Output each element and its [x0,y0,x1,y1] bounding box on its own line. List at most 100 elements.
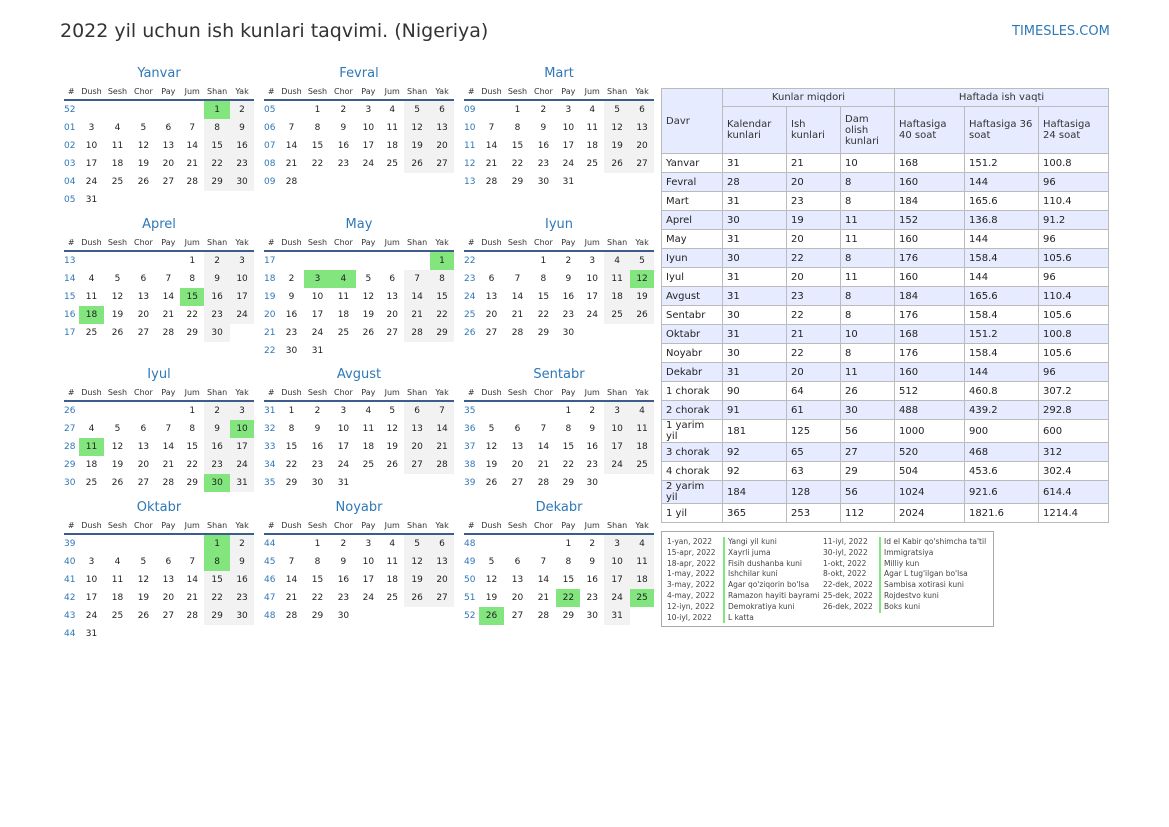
day-cell: 9 [230,119,254,137]
weekday-header: Yak [230,84,254,101]
stats-period-label: Dekabr [661,362,723,382]
stats-value: 184 [894,191,965,211]
holiday-name: Ishchilar kuni [728,569,778,579]
day-cell: 8 [204,119,231,137]
day-cell: 19 [362,310,375,320]
stats-value: 56 [840,419,895,443]
day-cell: 12 [386,424,398,434]
day-cell: 17 [85,593,98,603]
day-cell [356,607,380,625]
week-row: 35 29 30 31 [264,474,454,492]
weekday-header: Yak [230,518,254,535]
day-cell: 5 [404,100,431,119]
weekday-header: Pay [156,235,181,252]
weekday-header: Jum [580,518,605,535]
day-cell [104,625,130,643]
day-cell: 8 [314,123,321,133]
weekday-header: Sesh [304,385,331,402]
holiday-entry: 26-dek, 2022 Boks kuni [823,601,986,613]
stats-value: 21 [786,153,841,173]
weekday-header: Chor [130,385,157,402]
day-cell: 21 [162,460,175,470]
day-cell: 1 [314,539,321,549]
day-cell [79,251,105,270]
month-table: # Dush Sesh Chor Pay Jum Shan Yak 22 1 2 3 4 5 23 6 7 8 9 1… [464,235,654,342]
week-row: 30 25 26 27 28 29 30 31 [64,474,254,492]
day-cell: 23 [285,328,298,338]
stats-value: 292.8 [1038,400,1109,420]
day-cell [380,173,404,191]
day-cell: 31 [85,195,98,205]
day-cell: 1 [204,534,231,553]
stats-row: 1 chorak 90 64 26 512 460.8 307.2 [661,381,1109,401]
stats-value: 900 [964,419,1039,443]
day-cell [304,251,330,270]
day-cell: 27 [404,456,431,474]
day-cell: 16 [204,288,231,306]
day-cell: 8 [514,123,521,133]
month-table: # Dush Sesh Chor Pay Jum Shan Yak 13 1 2 3 14 4 5 6 7 8 9 1… [64,235,254,342]
stats-row: Yanvar 31 21 10 168 151.2 100.8 [661,153,1109,173]
week-number: 10 [464,123,476,133]
day-cell: 5 [114,424,121,434]
stats-row: 2 chorak 91 61 30 488 439.2 292.8 [661,400,1109,420]
stats-value: 30 [722,248,787,268]
day-cell: 1 [189,256,196,266]
day-cell: 26 [111,478,124,488]
day-cell: 22 [186,460,198,470]
day-cell: 13 [511,575,524,585]
day-cell: 23 [537,159,550,169]
stats-value: 165.6 [964,191,1039,211]
stats-value: 96 [1038,362,1109,382]
day-cell [204,625,230,643]
day-cell [430,474,454,492]
day-cell: 14 [404,288,431,306]
stats-value: 31 [722,191,787,211]
stats-value: 30 [722,305,787,325]
holiday-date: 26-dek, 2022 [823,601,881,613]
stats-value: 31 [722,267,787,287]
day-cell [130,625,156,643]
week-row: 09 1 2 3 4 5 6 [464,100,654,119]
weekday-header: Dush [478,235,505,252]
stats-value: 10 [840,324,895,344]
day-cell: 21 [285,159,298,169]
month-5: Iyun # Dush Sesh Chor Pay Jum Shan Yak 22 1 2 3 4 5 23 6… [464,215,654,342]
day-cell: 13 [386,292,398,302]
weekday-header: Sesh [104,385,131,402]
day-cell [380,342,404,360]
day-cell: 27 [430,589,454,607]
stats-value: 28 [722,172,787,192]
weekday-header: Shan [204,235,231,252]
day-cell: 15 [430,288,454,306]
holiday-entry: 8-okt, 2022 Agar L tug'ilgan bo'lsa [823,569,986,581]
week-row: 38 19 20 21 22 23 24 25 [464,456,654,474]
day-cell [79,100,105,119]
week-number: 09 [264,177,276,187]
stats-value: 512 [894,381,965,401]
day-cell: 21 [537,593,550,603]
day-cell: 1 [565,539,572,549]
day-cell: 24 [85,177,98,187]
day-cell [130,401,156,420]
day-cell: 30 [586,478,598,488]
weekday-header: Jum [380,385,405,402]
stats-value: 8 [840,343,895,363]
stats-value: 105.6 [1038,343,1109,363]
day-cell: 5 [488,557,495,567]
day-cell: 19 [485,460,498,470]
stats-value: 504 [894,461,965,481]
holiday-name: Agar qo'ziqorin bo'lsa [728,580,810,590]
stats-period-label: Aprel [661,210,723,230]
brand-link[interactable]: TIMESLES.COM [1012,24,1110,39]
weekday-header: # [464,84,479,101]
day-cell: 10 [230,270,254,288]
stats-value: 11 [840,267,895,287]
week-row: 39 1 2 [64,534,254,553]
day-cell: 20 [511,460,524,470]
day-cell: 2 [340,105,347,115]
day-cell: 13 [137,292,150,302]
month-4: May # Dush Sesh Chor Pay Jum Shan Yak 17 1 18 2 3 4 5 6 7… [264,215,454,360]
holiday-name: Demokratiya kuni [728,601,795,611]
week-row: 27 4 5 6 7 8 9 10 [64,420,254,438]
